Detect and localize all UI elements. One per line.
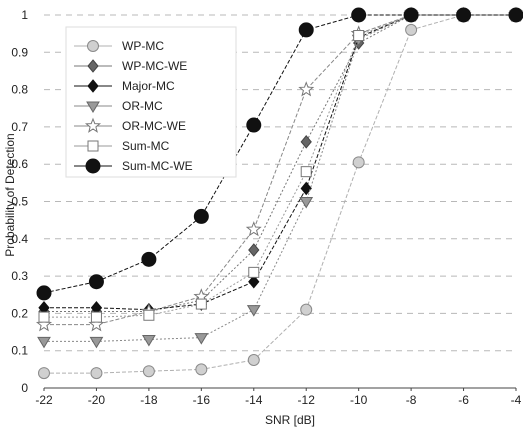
data-point xyxy=(352,8,366,22)
data-point xyxy=(143,366,154,377)
data-point xyxy=(301,136,311,148)
data-point xyxy=(354,31,364,41)
data-point xyxy=(196,364,207,375)
data-point xyxy=(299,23,313,37)
legend-label: Sum-MC xyxy=(122,139,170,153)
data-point xyxy=(301,182,311,194)
data-point xyxy=(248,355,259,366)
legend-label: WP-MC-WE xyxy=(122,59,187,73)
axes xyxy=(44,388,516,391)
legend-label: Major-MC xyxy=(122,79,175,93)
data-point xyxy=(195,334,207,344)
x-tick-label: -8 xyxy=(406,393,417,407)
data-point xyxy=(457,8,471,22)
data-point xyxy=(247,118,261,132)
data-point xyxy=(353,157,364,168)
data-point xyxy=(89,275,103,289)
x-tick-labels: -22 -20 -18 -16 -14 -12 -10 -8 -6 -4 xyxy=(35,393,521,407)
y-tick-label: 0.7 xyxy=(11,120,28,134)
legend-marker xyxy=(88,141,98,151)
data-point xyxy=(247,223,260,236)
data-point xyxy=(91,368,102,379)
data-point xyxy=(406,24,417,35)
data-point xyxy=(301,304,312,315)
data-point xyxy=(144,310,154,320)
y-tick-label: 0.9 xyxy=(11,45,28,59)
y-tick-label: 0.8 xyxy=(11,83,28,97)
x-tick-label: -4 xyxy=(511,393,522,407)
data-point xyxy=(38,337,50,347)
data-point xyxy=(249,267,259,277)
data-point xyxy=(196,299,206,309)
x-tick-label: -6 xyxy=(458,393,469,407)
data-point xyxy=(37,286,51,300)
x-tick-label: -22 xyxy=(35,393,53,407)
data-point xyxy=(509,8,523,22)
legend-marker xyxy=(86,159,100,173)
data-point xyxy=(143,336,155,346)
data-point xyxy=(301,167,311,177)
legend-marker xyxy=(88,41,99,52)
y-tick-label: 0.3 xyxy=(11,269,28,283)
x-axis-label: SNR [dB] xyxy=(265,413,315,427)
data-point xyxy=(39,368,50,379)
data-point xyxy=(90,337,102,347)
legend-label: Sum-MC-WE xyxy=(122,159,193,173)
data-point xyxy=(39,312,49,322)
x-tick-label: -16 xyxy=(193,393,211,407)
legend-label: OR-MC xyxy=(122,99,163,113)
x-tick-label: -18 xyxy=(140,393,158,407)
data-point xyxy=(249,244,259,256)
data-point xyxy=(300,198,312,208)
x-tick-label: -10 xyxy=(350,393,368,407)
legend: WP-MC WP-MC-WE Major-MC OR-MC OR-MC-WE Sum-MC… xyxy=(66,27,236,177)
legend-label: WP-MC xyxy=(122,39,164,53)
data-point xyxy=(404,8,418,22)
y-tick-label: 0 xyxy=(21,381,28,395)
y-tick-label: 0.1 xyxy=(11,344,28,358)
y-axis-label: Probability of Detection xyxy=(3,133,17,256)
legend-label: OR-MC-WE xyxy=(122,119,186,133)
x-tick-label: -20 xyxy=(88,393,106,407)
x-tick-label: -12 xyxy=(298,393,316,407)
data-point xyxy=(91,312,101,322)
data-point xyxy=(142,252,156,266)
data-point xyxy=(194,209,208,223)
y-tick-label: 0.2 xyxy=(11,306,28,320)
y-tick-label: 1 xyxy=(21,8,28,22)
x-tick-label: -14 xyxy=(245,393,263,407)
data-point xyxy=(248,306,260,316)
